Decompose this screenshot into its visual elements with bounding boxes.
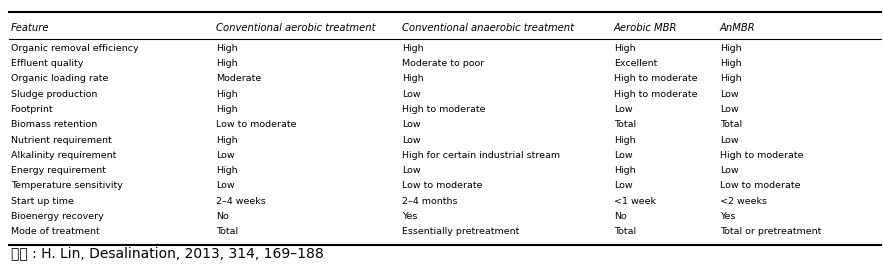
Text: Low: Low (216, 151, 235, 160)
Text: Low: Low (614, 151, 632, 160)
Text: High: High (402, 44, 423, 53)
Text: Total: Total (614, 227, 636, 236)
Text: Energy requirement: Energy requirement (11, 166, 106, 175)
Text: Low: Low (402, 136, 420, 144)
Text: High: High (216, 59, 238, 68)
Text: Moderate to poor: Moderate to poor (402, 59, 484, 68)
Text: AnMBR: AnMBR (720, 23, 755, 33)
Text: No: No (614, 212, 626, 221)
Text: Biomass retention: Biomass retention (11, 120, 97, 129)
Text: Organic loading rate: Organic loading rate (11, 74, 108, 83)
Text: Sludge production: Sludge production (11, 90, 97, 99)
Text: Total: Total (720, 120, 742, 129)
Text: High: High (720, 44, 741, 53)
Text: Low: Low (720, 105, 738, 114)
Text: Start up time: Start up time (11, 197, 73, 206)
Text: High for certain industrial stream: High for certain industrial stream (402, 151, 560, 160)
Text: Moderate: Moderate (216, 74, 261, 83)
Text: Low: Low (720, 166, 738, 175)
Text: Bioenergy recovery: Bioenergy recovery (11, 212, 103, 221)
Text: 출저 : H. Lin, Desalination, 2013, 314, 169–188: 출저 : H. Lin, Desalination, 2013, 314, 16… (11, 246, 323, 260)
Text: High: High (216, 90, 238, 99)
Text: Alkalinity requirement: Alkalinity requirement (11, 151, 116, 160)
Text: Total: Total (216, 227, 238, 236)
Text: Low: Low (402, 120, 420, 129)
Text: Yes: Yes (720, 212, 735, 221)
Text: Yes: Yes (402, 212, 417, 221)
Text: <2 weeks: <2 weeks (720, 197, 766, 206)
Text: Low: Low (720, 136, 738, 144)
Text: High: High (614, 136, 635, 144)
Text: Excellent: Excellent (614, 59, 657, 68)
Text: Total or pretreatment: Total or pretreatment (720, 227, 821, 236)
Text: Temperature sensitivity: Temperature sensitivity (11, 181, 123, 191)
Text: High: High (216, 166, 238, 175)
Text: 2–4 months: 2–4 months (402, 197, 457, 206)
Text: Footprint: Footprint (11, 105, 53, 114)
Text: <1 week: <1 week (614, 197, 656, 206)
Text: Feature: Feature (11, 23, 49, 33)
Text: Low: Low (402, 90, 420, 99)
Text: Total: Total (614, 120, 636, 129)
Text: Organic removal efficiency: Organic removal efficiency (11, 44, 139, 53)
Text: Low: Low (720, 90, 738, 99)
Text: Conventional aerobic treatment: Conventional aerobic treatment (216, 23, 376, 33)
Text: Low: Low (216, 181, 235, 191)
Text: High to moderate: High to moderate (402, 105, 486, 114)
Text: High: High (614, 166, 635, 175)
Text: High: High (720, 74, 741, 83)
Text: High: High (614, 44, 635, 53)
Text: High to moderate: High to moderate (720, 151, 804, 160)
Text: Aerobic MBR: Aerobic MBR (614, 23, 677, 33)
Text: High to moderate: High to moderate (614, 90, 698, 99)
Text: Conventional anaerobic treatment: Conventional anaerobic treatment (402, 23, 574, 33)
Text: High: High (216, 44, 238, 53)
Text: High: High (402, 74, 423, 83)
Text: Low to moderate: Low to moderate (216, 120, 297, 129)
Text: High to moderate: High to moderate (614, 74, 698, 83)
Text: Nutrient requirement: Nutrient requirement (11, 136, 111, 144)
Text: High: High (720, 59, 741, 68)
Text: Mode of treatment: Mode of treatment (11, 227, 100, 236)
Text: Low: Low (614, 105, 632, 114)
Text: Low: Low (402, 166, 420, 175)
Text: High: High (216, 136, 238, 144)
Text: Effluent quality: Effluent quality (11, 59, 83, 68)
Text: Low to moderate: Low to moderate (402, 181, 482, 191)
Text: Low: Low (614, 181, 632, 191)
Text: 2–4 weeks: 2–4 weeks (216, 197, 266, 206)
Text: Low to moderate: Low to moderate (720, 181, 800, 191)
Text: No: No (216, 212, 229, 221)
Text: High: High (216, 105, 238, 114)
Text: Essentially pretreatment: Essentially pretreatment (402, 227, 519, 236)
